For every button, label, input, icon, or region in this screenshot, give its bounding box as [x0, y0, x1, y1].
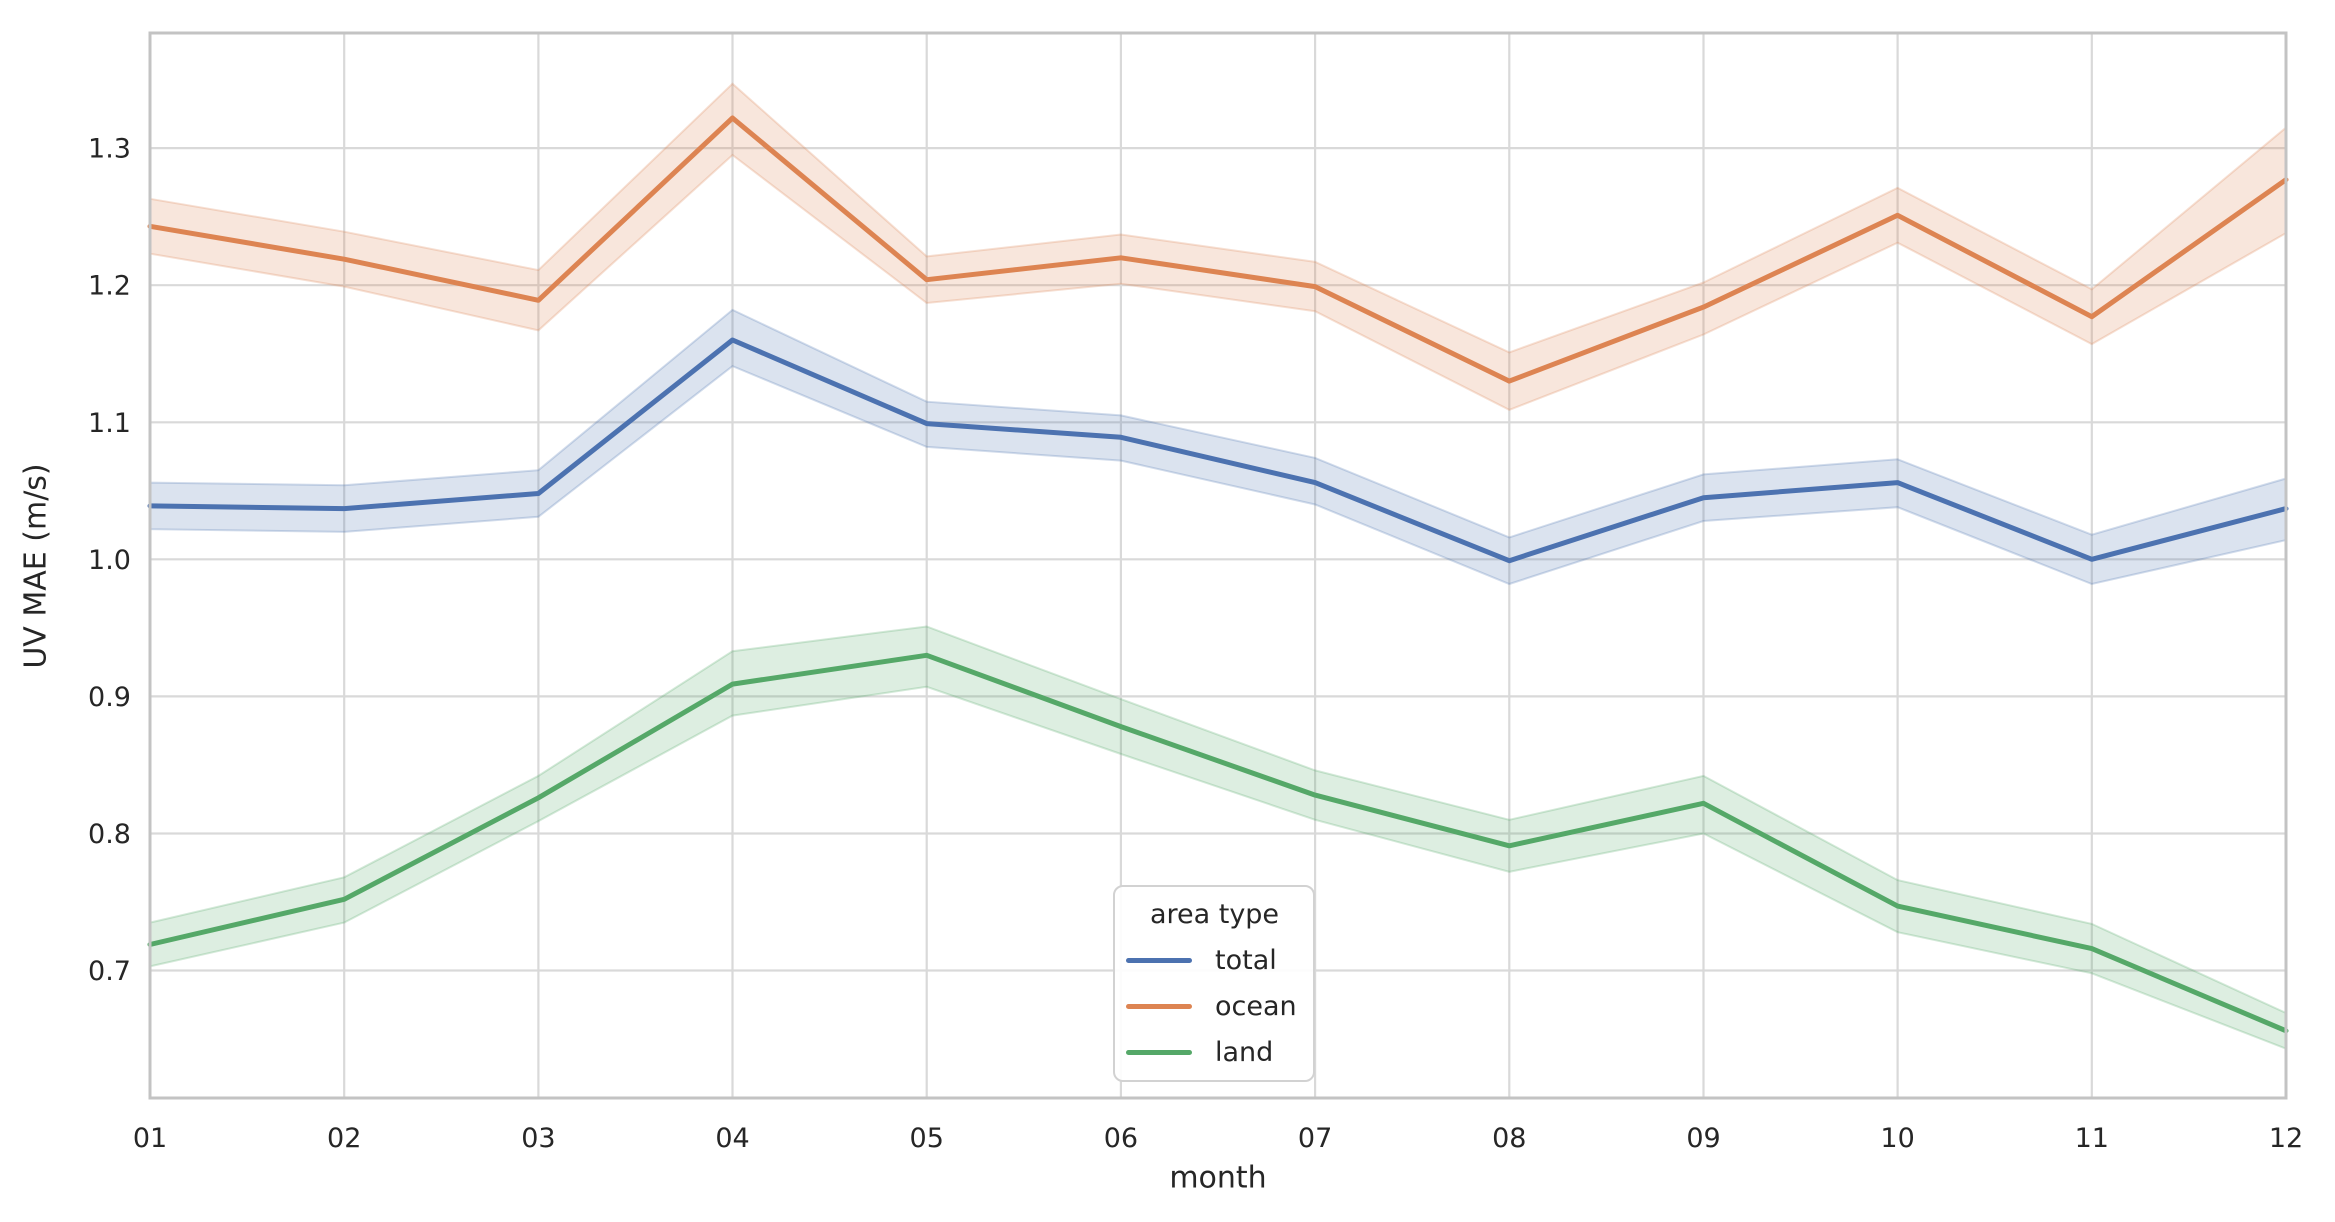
legend-swatch-ocean — [1126, 1003, 1192, 1009]
x-tick-label-07: 07 — [1298, 1123, 1332, 1154]
x-tick-label-09: 09 — [1686, 1123, 1720, 1154]
legend-title: area type — [1149, 899, 1280, 930]
y-tick-label-1.1: 1.1 — [88, 408, 131, 439]
x-tick-label-01: 01 — [133, 1123, 167, 1154]
legend: area type total ocean land — [1113, 885, 1315, 1082]
legend-label-land: land — [1215, 1036, 1274, 1068]
y-tick-label-1.3: 1.3 — [88, 134, 131, 165]
legend-swatch-total — [1126, 957, 1192, 963]
y-tick-label-1.0: 1.0 — [88, 545, 131, 576]
x-tick-label-06: 06 — [1104, 1123, 1138, 1154]
y-tick-label-1.2: 1.2 — [88, 271, 131, 302]
y-tick-label-0.8: 0.8 — [88, 819, 131, 850]
y-tick-label-0.9: 0.9 — [88, 682, 131, 713]
x-axis-label: month — [1169, 1160, 1267, 1196]
x-tick-label-12: 12 — [2269, 1123, 2303, 1154]
legend-swatch-land — [1126, 1049, 1192, 1055]
x-tick-label-10: 10 — [1880, 1123, 1914, 1154]
x-tick-label-04: 04 — [715, 1123, 749, 1154]
x-tick-label-05: 05 — [910, 1123, 944, 1154]
x-tick-label-03: 03 — [521, 1123, 555, 1154]
legend-item-total: total — [1126, 937, 1303, 983]
series-line-total — [147, 337, 2289, 564]
y-tick-label-0.7: 0.7 — [88, 956, 131, 987]
series-line-ocean — [147, 115, 2289, 384]
legend-label-total: total — [1215, 944, 1277, 976]
series-line-land — [147, 652, 2289, 1034]
axes-spines — [148, 31, 2288, 1100]
x-tick-label-08: 08 — [1492, 1123, 1526, 1154]
legend-item-land: land — [1126, 1029, 1303, 1075]
x-tick-label-02: 02 — [327, 1123, 361, 1154]
x-tick-label-11: 11 — [2075, 1123, 2109, 1154]
y-axis-label: UV MAE (m/s) — [18, 463, 54, 669]
legend-label-ocean: ocean — [1215, 990, 1297, 1022]
legend-item-ocean: ocean — [1126, 983, 1303, 1029]
